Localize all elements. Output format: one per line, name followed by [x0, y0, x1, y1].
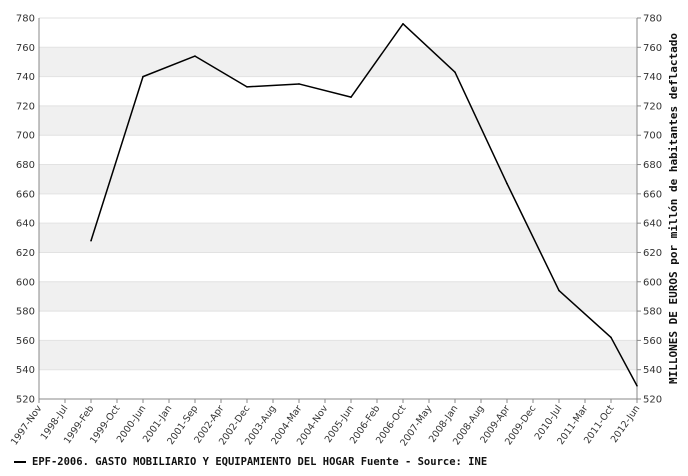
y-tick-label-left: 540	[16, 365, 35, 376]
y-tick-label-left: 640	[16, 219, 35, 230]
y-tick-label-left: 520	[16, 395, 35, 406]
y-tick-label-left: 560	[16, 336, 35, 347]
legend: EPF-2006. GASTO MOBILIARIO Y EQUIPAMIENT…	[14, 456, 487, 468]
y-tick-label-left: 720	[16, 101, 35, 112]
y-tick-label-right: 640	[643, 219, 662, 230]
data-point	[350, 96, 352, 98]
y-tick-label-left: 740	[16, 72, 35, 83]
y-tick-label-right: 540	[643, 365, 662, 376]
grid-band	[39, 47, 637, 77]
grid-band	[39, 340, 637, 370]
legend-label: EPF-2006. GASTO MOBILIARIO Y EQUIPAMIENT…	[32, 456, 488, 468]
grid-band	[39, 369, 637, 399]
data-point	[298, 83, 300, 85]
y-tick-label-right: 520	[643, 395, 662, 406]
data-point	[90, 239, 92, 242]
y-tick-label-right: 600	[643, 277, 662, 288]
y-tick-label-right: 620	[643, 248, 662, 259]
grid-band	[39, 281, 637, 312]
y-tick-label-left: 580	[16, 307, 35, 318]
data-point	[636, 385, 638, 387]
x-axis-ticks: 1997-Nov1998-Jul1999-Feb1999-Oct2000-Jun…	[9, 399, 642, 448]
y-tick-label-left: 600	[16, 277, 35, 288]
y-tick-label-left: 660	[16, 189, 35, 200]
grid-band	[39, 164, 637, 194]
data-point	[506, 182, 508, 185]
data-point	[142, 75, 144, 78]
y-tick-label-left: 700	[16, 131, 35, 142]
y-tick-label-right: 660	[643, 189, 662, 200]
data-point	[402, 23, 404, 25]
grid-bands	[39, 17, 637, 400]
y-axis-left-ticks: 520 540 560 580 600 620 640 660 680 700 720 740 760 7…	[16, 14, 35, 406]
y-tick-label-right: 760	[643, 43, 662, 54]
data-point	[246, 86, 248, 88]
y-tick-label-left: 680	[16, 160, 35, 171]
grid-band	[39, 105, 637, 136]
y-tick-label-left: 620	[16, 248, 35, 259]
x-tick-label: 1997-Nov	[9, 403, 45, 447]
data-point	[558, 289, 560, 292]
data-point	[610, 336, 612, 339]
grid-band	[39, 193, 637, 224]
grid-band	[39, 18, 637, 48]
grid-band	[39, 135, 637, 165]
y-tick-label-right: 780	[643, 14, 662, 25]
y-tick-label-right: 720	[643, 101, 662, 112]
y-tick-label-right: 580	[643, 307, 662, 318]
y-tick-label-right: 560	[643, 336, 662, 347]
axes	[38, 18, 638, 400]
data-point	[454, 71, 456, 74]
y-axis-label: MILLONES DE EUROS por millón de habitant…	[667, 33, 680, 384]
y-axis-right-ticks: 520 540 560 580 600 620 640 660 680 700 720 740 760 7…	[637, 14, 662, 406]
series-line	[90, 23, 638, 387]
y-tick-label-left: 760	[16, 43, 35, 54]
data-point	[194, 55, 196, 57]
y-tick-label-right: 680	[643, 160, 662, 171]
grid-band	[39, 223, 637, 253]
grid-band	[39, 311, 637, 341]
grid-band	[39, 252, 637, 282]
y-tick-label-left: 780	[16, 14, 35, 25]
y-tick-label-right: 700	[643, 131, 662, 142]
grid-band	[39, 76, 637, 106]
legend-line-icon	[14, 461, 26, 463]
y-tick-label-right: 740	[643, 72, 662, 83]
series-group	[90, 23, 638, 387]
